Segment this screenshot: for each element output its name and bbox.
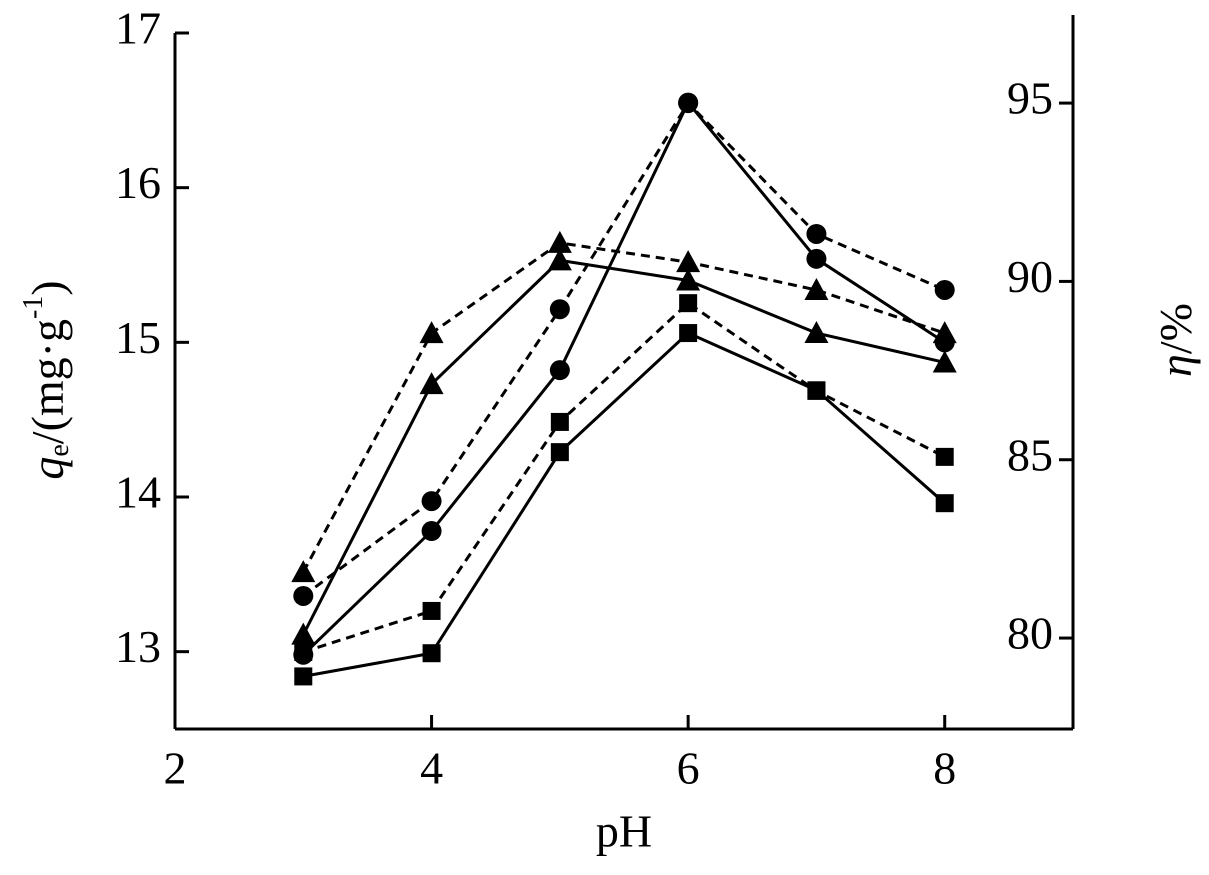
marker <box>419 372 444 395</box>
marker <box>679 294 698 313</box>
x-tick-label: 8 <box>933 743 956 794</box>
x-axis-label: pH <box>596 806 652 857</box>
marker <box>932 321 957 344</box>
series-line <box>303 331 946 678</box>
y-axis-label: qe/(mg·g-1) <box>18 280 75 479</box>
x-tick-label: 6 <box>677 743 700 794</box>
marker <box>294 642 313 661</box>
y-tick-label: 14 <box>115 467 161 518</box>
marker <box>422 644 441 663</box>
y-label-subscript: e <box>44 444 75 456</box>
marker <box>293 585 314 606</box>
marker <box>678 93 699 114</box>
series-line <box>302 99 946 656</box>
series-line <box>302 100 946 598</box>
series-line <box>301 241 946 573</box>
marker <box>291 560 316 583</box>
marker <box>547 248 572 271</box>
marker <box>550 412 569 431</box>
x-tick-label: 4 <box>420 743 443 794</box>
y-tick-label: 16 <box>115 157 161 208</box>
marker <box>294 667 313 686</box>
y-tick-label: 17 <box>115 3 161 54</box>
y2-label-symbol: η <box>1150 354 1201 377</box>
marker <box>932 350 957 373</box>
marker <box>676 250 701 273</box>
marker <box>549 299 570 320</box>
marker <box>421 521 442 542</box>
y2-tick-label: 85 <box>1007 429 1053 480</box>
marker <box>806 248 827 269</box>
marker <box>549 360 570 381</box>
marker <box>934 279 955 300</box>
y2-axis-label: η/% <box>1150 303 1201 377</box>
marker <box>421 491 442 512</box>
y2-tick-label: 90 <box>1007 251 1053 302</box>
marker <box>935 447 954 466</box>
x-tick-label: 2 <box>164 743 187 794</box>
marker <box>419 321 444 344</box>
y-label-symbol: q <box>22 457 73 480</box>
marker <box>807 381 826 400</box>
marker <box>804 321 829 344</box>
marker <box>422 601 441 620</box>
marker <box>291 622 316 645</box>
y2-label-unit: /% <box>1150 303 1201 354</box>
y-label-superscript: -1 <box>18 296 49 319</box>
marker <box>676 268 701 291</box>
y2-tick-label: 95 <box>1007 73 1053 124</box>
y-label-close: ) <box>22 280 73 295</box>
marker <box>679 324 698 343</box>
marker <box>547 230 572 253</box>
marker <box>806 223 827 244</box>
y-label-unit: /(mg·g <box>22 319 73 444</box>
marker <box>935 494 954 513</box>
series-line <box>301 258 946 636</box>
y2-tick-label: 80 <box>1007 608 1053 659</box>
series-line <box>302 301 946 654</box>
y-tick-label: 15 <box>115 312 161 363</box>
marker <box>550 443 569 462</box>
y-tick-label: 13 <box>115 621 161 672</box>
marker <box>804 277 829 300</box>
